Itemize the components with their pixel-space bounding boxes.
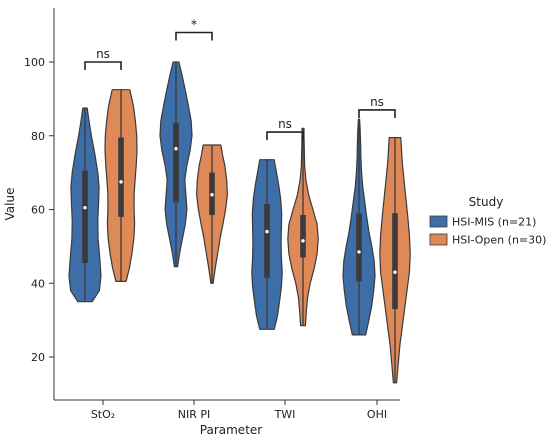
violin-iqr-box (264, 203, 270, 278)
legend-swatch (429, 233, 448, 246)
significance-bracket (84, 61, 122, 70)
plot-area (68, 61, 411, 384)
violin-hsi-open (196, 144, 228, 284)
violin-iqr-box (392, 213, 398, 310)
violin-median-dot (83, 205, 87, 210)
violin-median-dot (119, 180, 123, 184)
violin-iqr-box (356, 213, 362, 282)
significance-bracket (358, 109, 396, 118)
y-axis-label: Value (3, 188, 17, 221)
violin-hsi-mis (159, 61, 193, 268)
legend-entry-label: HSI-Open (n=30) (452, 234, 546, 247)
y-tick-label: 100 (24, 56, 45, 69)
violin-median-dot (265, 229, 269, 234)
violin-hsi-open (379, 137, 411, 384)
significance-bracket (175, 31, 213, 41)
y-tick-label: 60 (31, 204, 45, 217)
violin-iqr-box (300, 215, 306, 258)
significance-label: ns (370, 95, 384, 109)
violin-hsi-mis (251, 159, 283, 330)
violin-hsi-mis (342, 118, 376, 336)
y-tick-label: 20 (31, 351, 45, 364)
legend: Study HSI-MIS (n=21) HSI-Open (n=30) (429, 195, 546, 247)
significance-label: * (191, 18, 197, 32)
violin-median-dot (174, 146, 178, 151)
x-axis-label: Parameter (200, 423, 262, 437)
significance-label: ns (96, 47, 110, 61)
y-tick-label: 80 (31, 130, 45, 143)
legend-swatch (429, 215, 448, 228)
y-tick-label: 40 (31, 277, 45, 290)
violin-median-dot (210, 193, 214, 197)
x-tick-label: TWI (274, 408, 296, 421)
violin-iqr-box (173, 122, 179, 203)
significance-bracket (266, 131, 304, 141)
x-tick-label: StO₂ (91, 408, 115, 421)
violin-median-dot (301, 239, 305, 243)
x-tick-label: NIR PI (178, 408, 211, 421)
violin-hsi-open (287, 127, 319, 327)
significance-label: ns (278, 117, 292, 131)
violin-hsi-mis (68, 107, 102, 303)
violin-iqr-box (82, 170, 88, 263)
violin-median-dot (357, 250, 361, 254)
x-axis-ticks: StO₂ NIR PI TWI OHI (91, 400, 387, 421)
violin-median-dot (393, 270, 397, 274)
legend-entry-label: HSI-MIS (n=21) (452, 216, 536, 229)
violin-hsi-open (104, 89, 138, 282)
x-tick-label: OHI (367, 408, 387, 421)
y-axis-ticks: 20 40 60 80 100 (24, 56, 54, 364)
violin-iqr-box (118, 137, 124, 217)
significance-annotations: ns * ns ns (84, 18, 396, 141)
legend-title: Study (469, 195, 504, 209)
